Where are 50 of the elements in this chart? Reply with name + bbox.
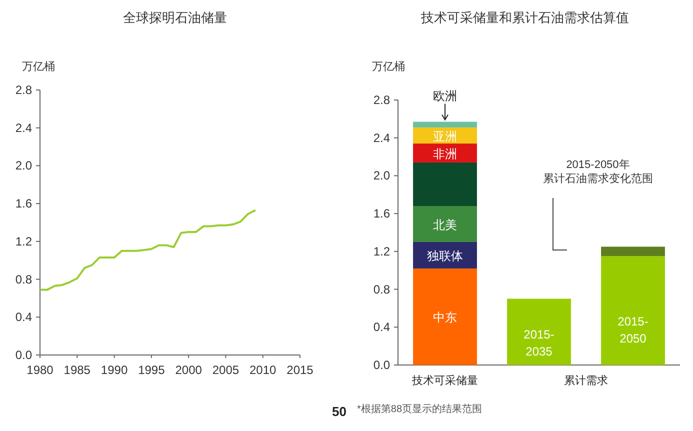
x-tick-label: 1995 <box>138 363 166 377</box>
y-axis-title: 万亿桶 <box>372 61 405 73</box>
line-series <box>39 209 256 291</box>
x-tick-label: 2015-2050 <box>618 314 648 346</box>
y-tick-label: 1.6 <box>373 206 390 221</box>
y-tick-label: 1.2 <box>373 244 390 258</box>
y-tick-label: 2.0 <box>15 158 32 173</box>
y-tick-label: 1.6 <box>15 196 32 211</box>
chart-title: 全球探明石油储量 <box>123 10 227 25</box>
bar <box>601 256 665 365</box>
y-axis-title: 万亿桶 <box>22 61 55 73</box>
y-tick-label: 0.0 <box>15 348 32 362</box>
x-tick-label: 2015 <box>286 363 314 377</box>
y-tick-label: 2.8 <box>15 83 32 97</box>
y-tick-label: 0.8 <box>15 272 32 286</box>
x-tick-label: 1980 <box>26 363 54 377</box>
bar <box>413 144 477 162</box>
y-tick-label: 0.8 <box>373 282 390 296</box>
bar <box>413 268 477 365</box>
y-tick-label: 2.8 <box>373 93 390 107</box>
x-tick-label: 2005 <box>212 363 240 377</box>
text: 累计需求 <box>564 374 608 387</box>
x-tick-label: 2010 <box>250 363 277 377</box>
annotation: 2015-2050年累计石油需求变化范围 <box>543 159 653 185</box>
bar <box>507 298 571 365</box>
series-label: 独联体 <box>427 249 463 264</box>
y-tick-label: 1.2 <box>15 234 32 248</box>
text: 50 <box>332 404 346 419</box>
y-tick-label: 2.0 <box>373 168 390 183</box>
x-tick-label: 2015-2035 <box>524 327 554 358</box>
y-tick-label: 2.4 <box>15 120 32 135</box>
bar <box>413 122 477 128</box>
bar <box>413 206 477 242</box>
y-tick-label: 0.4 <box>15 310 32 324</box>
series-label: 非洲 <box>433 147 457 161</box>
chart-title: 技术可采储量和累计石油需求估算值 <box>420 10 629 25</box>
series-label: 亚洲 <box>433 129 457 144</box>
y-tick-label: 0.4 <box>373 320 390 334</box>
series-label: 北美 <box>433 218 457 232</box>
y-tick-label: 2.4 <box>373 130 390 145</box>
series-label: 中东 <box>433 310 457 325</box>
x-tick-label: 2000 <box>175 363 202 377</box>
x-tick-label: 1990 <box>100 363 128 377</box>
x-tick-label: 1985 <box>64 363 91 377</box>
bar <box>601 246 665 256</box>
text: *根据第88页显示的结果范围 <box>357 403 482 415</box>
bar <box>413 162 477 206</box>
series-label: 欧洲 <box>433 88 457 103</box>
x-tick-label: 技术可采储量 <box>411 374 478 387</box>
y-tick-label: 0.0 <box>373 358 390 372</box>
